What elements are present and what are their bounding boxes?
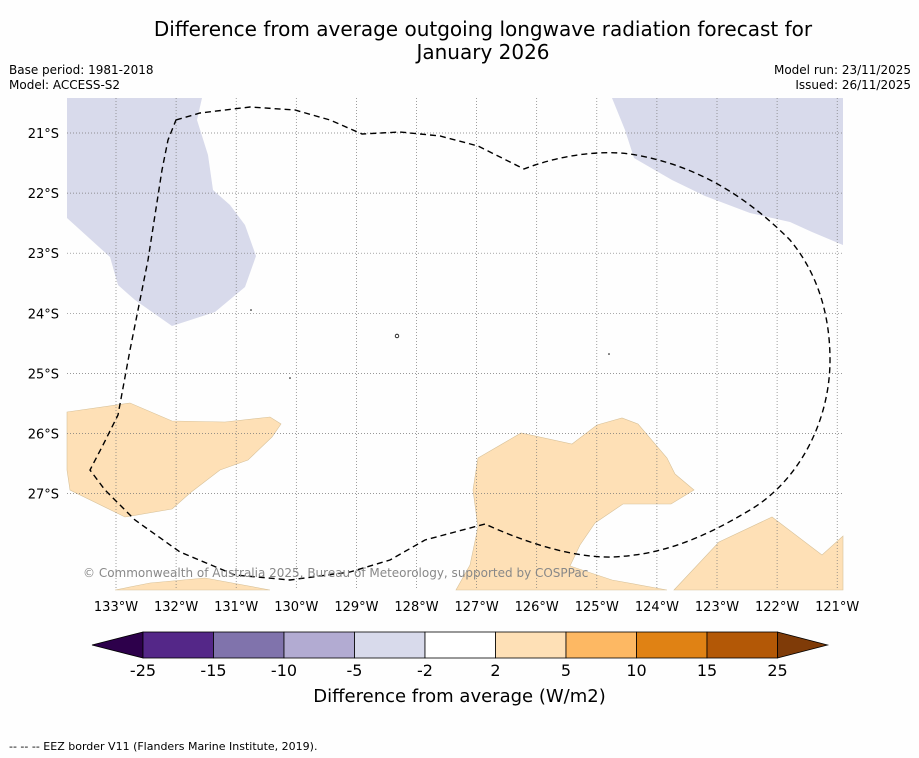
positive-anomaly-region-south [114, 577, 271, 591]
colorbar-label: Difference from average (W/m2) [313, 686, 606, 707]
island-marker [394, 333, 400, 339]
longitude-label: 121°W [815, 600, 859, 615]
title-line-2: January 2026 [416, 40, 550, 64]
longitude-label: 126°W [515, 600, 559, 615]
colorbar-segment [636, 631, 708, 659]
issued-date: Issued: 26/11/2025 [795, 78, 911, 92]
title-line-1: Difference from average outgoing longwav… [153, 17, 813, 41]
colorbar-tick: -25 [129, 661, 157, 680]
copyright-text: © Commonwealth of Australia 2025, Bureau… [83, 566, 588, 580]
latitude-label: 22°S [28, 187, 59, 202]
colorbar-tick: 2 [490, 661, 501, 680]
latitude-label: 24°S [28, 307, 59, 322]
map-title: Difference from average outgoing longwav… [100, 18, 866, 64]
colorbar-tick: 10 [626, 661, 647, 680]
colorbar-segment [283, 631, 355, 659]
latitude-label: 21°S [28, 127, 59, 142]
longitude-label: 130°W [274, 600, 318, 615]
longitude-label: 124°W [635, 600, 679, 615]
metadata-right: Model run: 23/11/2025 Issued: 26/11/2025 [774, 63, 911, 93]
colorbar-tick: -15 [200, 661, 227, 680]
latitude-label: 23°S [28, 247, 59, 262]
base-period: Base period: 1981-2018 [9, 63, 154, 77]
footer-note: -- -- -- EEZ border V11 (Flanders Marine… [9, 740, 318, 753]
latitude-labels: 21°S 22°S 23°S 24°S 25°S 26°S 27°S [28, 127, 59, 503]
longitude-label: 129°W [334, 600, 378, 615]
colorbar-segment [565, 631, 637, 659]
longitude-label: 131°W [214, 600, 258, 615]
negative-anomaly-region-east [612, 98, 843, 245]
longitude-label: 132°W [154, 600, 198, 615]
longitude-label: 122°W [755, 600, 799, 615]
colorbar-segment [354, 631, 426, 659]
longitude-label: 127°W [455, 600, 499, 615]
longitude-label: 133°W [94, 600, 138, 615]
island-marker [289, 377, 291, 379]
colorbar [91, 631, 830, 659]
positive-anomaly-region-west [66, 402, 282, 518]
island-marker [250, 309, 252, 311]
graticule [67, 98, 843, 590]
negative-anomaly-region-west [67, 98, 256, 326]
island-marker [608, 353, 610, 355]
eez-border [89, 106, 831, 581]
longitude-label: 123°W [695, 600, 739, 615]
latitude-label: 25°S [28, 367, 59, 382]
model-name: Model: ACCESS-S2 [9, 78, 121, 92]
islands [250, 309, 610, 379]
colorbar-tick: 25 [767, 661, 788, 680]
positive-anomaly-region-center [455, 417, 695, 591]
colorbar-segment [142, 631, 214, 659]
colorbar-tick: 5 [560, 661, 572, 680]
latitude-label: 27°S [28, 488, 59, 503]
colorbar-tick: -2 [417, 661, 433, 680]
latitude-label: 26°S [28, 428, 59, 443]
colorbar-tick: 15 [696, 661, 718, 680]
positive-anomaly-region-east [673, 516, 844, 591]
colorbar-tick: -5 [346, 661, 363, 680]
colorbar-segment [213, 631, 285, 659]
metadata-left: Base period: 1981-2018 Model: ACCESS-S2 [9, 63, 154, 93]
colorbar-tick: -10 [270, 661, 298, 680]
longitude-labels: 133°W 132°W 131°W 130°W 129°W 128°W 127°W 126°W… [94, 600, 860, 615]
colorbar-segment [424, 631, 496, 659]
longitude-label: 128°W [394, 600, 438, 615]
longitude-label: 125°W [575, 600, 619, 615]
colorbar-extend-high [777, 631, 830, 659]
colorbar-segment [706, 631, 778, 659]
colorbar-extend-low [91, 631, 144, 659]
model-run: Model run: 23/11/2025 [773, 63, 911, 77]
colorbar-segment [495, 631, 567, 659]
